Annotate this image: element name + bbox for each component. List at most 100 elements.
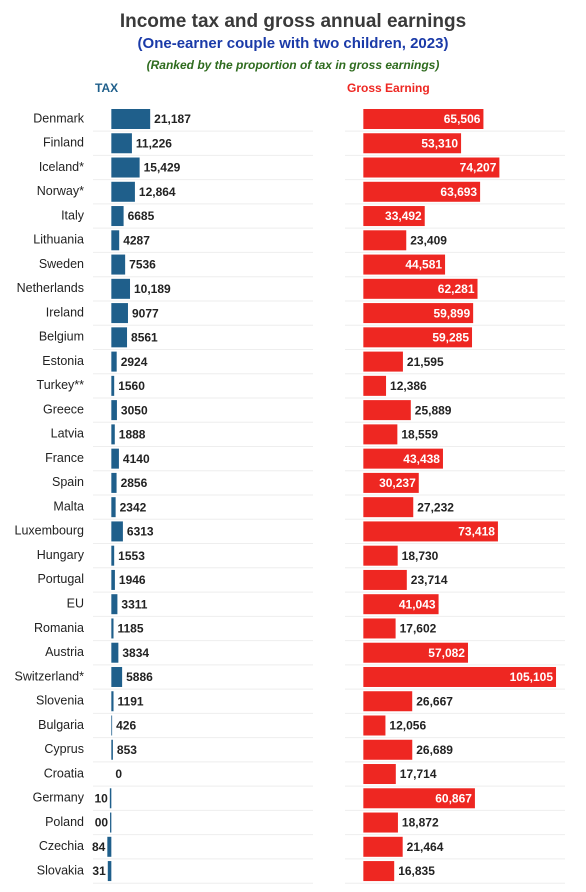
value-label: 73,418: [458, 525, 495, 539]
value-label: 21,595: [407, 355, 444, 369]
category-label: France: [45, 451, 84, 465]
category-label: Hungary: [37, 548, 85, 562]
bar: [111, 109, 151, 129]
category-label: Iceland*: [39, 160, 84, 174]
category-label: Ireland: [46, 305, 84, 319]
bar: [363, 400, 411, 421]
value-label: 853: [117, 743, 137, 757]
bar: [111, 545, 115, 566]
bar: [111, 594, 118, 615]
value-label: 62,281: [438, 282, 475, 296]
value-label: 74,207: [460, 161, 497, 175]
bar: [363, 278, 478, 299]
category-label: Denmark: [33, 111, 84, 125]
bar: [111, 133, 132, 154]
bar: [363, 157, 500, 178]
bar: [363, 642, 468, 663]
value-label: 11,226: [136, 136, 172, 150]
category-label: Norway*: [37, 184, 84, 198]
category-label: Netherlands: [17, 281, 84, 295]
category-label: Italy: [61, 208, 85, 222]
value-label: 9077: [132, 306, 159, 320]
bar: [363, 666, 557, 687]
category-label: Belgium: [39, 330, 84, 344]
bar: [111, 715, 113, 736]
value-label: 25,889: [415, 403, 452, 417]
value-label: 17,714: [400, 767, 437, 781]
bar: [363, 133, 462, 154]
bar: [111, 351, 117, 372]
category-label: Spain: [52, 475, 84, 489]
value-label: 2856: [121, 476, 148, 490]
category-label: EU: [67, 596, 84, 610]
series-header: TAX: [95, 81, 118, 95]
category-label: Lithuania: [33, 233, 84, 247]
bar: [111, 181, 135, 202]
bar: [363, 691, 413, 712]
category-label: Latvia: [51, 427, 84, 441]
category-label: Malta: [53, 499, 84, 513]
series-header: Gross Earning: [347, 81, 430, 95]
bar: [111, 303, 128, 324]
value-label: 23,714: [411, 573, 448, 587]
bar: [111, 666, 123, 687]
value-label: 4287: [123, 233, 150, 247]
category-label: Estonia: [42, 354, 84, 368]
value-label: 23,409: [410, 233, 447, 247]
value-label: 15,429: [144, 161, 181, 175]
bar: [111, 521, 123, 542]
bar: [363, 303, 474, 324]
value-label: 10: [94, 791, 108, 805]
bar: [111, 618, 114, 639]
value-label: 44,581: [405, 258, 442, 272]
value-label: 8561: [131, 331, 158, 345]
value-label: 65,506: [444, 112, 481, 126]
value-label: 3311: [121, 597, 147, 611]
value-label: 2342: [120, 500, 147, 514]
bar: [363, 739, 413, 760]
value-label: 1191: [118, 694, 144, 708]
value-label: 63,693: [440, 185, 477, 199]
bar: [363, 618, 396, 639]
value-label: 26,667: [416, 694, 453, 708]
category-label: Portugal: [37, 572, 84, 586]
bar: [363, 861, 395, 882]
value-label: 1185: [118, 622, 144, 636]
value-label: 3050: [121, 403, 148, 417]
category-label: Turkey**: [37, 378, 85, 392]
bar: [363, 788, 475, 809]
value-label: 18,872: [402, 816, 439, 830]
bar: [111, 327, 128, 348]
bar: [111, 375, 115, 396]
bar: [111, 400, 117, 421]
chart-subtitle: (One-earner couple with two children, 20…: [138, 35, 449, 52]
category-label: Sweden: [39, 257, 84, 271]
value-label: 0: [115, 767, 122, 781]
value-label: 12,386: [390, 379, 427, 393]
value-label: 1946: [119, 573, 146, 587]
category-label: Greece: [43, 402, 84, 416]
bar: [363, 569, 407, 590]
value-label: 30,237: [379, 476, 416, 490]
category-label: Luxembourg: [15, 524, 85, 538]
chart-title: Income tax and gross annual earnings: [120, 11, 466, 32]
bar: [363, 254, 446, 275]
value-label: 12,056: [389, 719, 426, 733]
value-label: 57,082: [428, 646, 465, 660]
category-label: Finland: [43, 136, 84, 150]
bar: [111, 739, 113, 760]
value-label: 59,285: [432, 331, 469, 345]
value-label: 1553: [118, 549, 145, 563]
bar: [363, 594, 439, 615]
bar: [363, 375, 387, 396]
value-label: 18,559: [401, 428, 438, 442]
bar: [363, 715, 386, 736]
bar: [111, 569, 115, 590]
category-label: Bulgaria: [38, 718, 84, 732]
bar: [107, 836, 112, 857]
bar: [111, 448, 119, 469]
bar: [109, 788, 112, 809]
category-label: Slovakia: [37, 863, 84, 877]
value-label: 21,464: [407, 840, 444, 854]
